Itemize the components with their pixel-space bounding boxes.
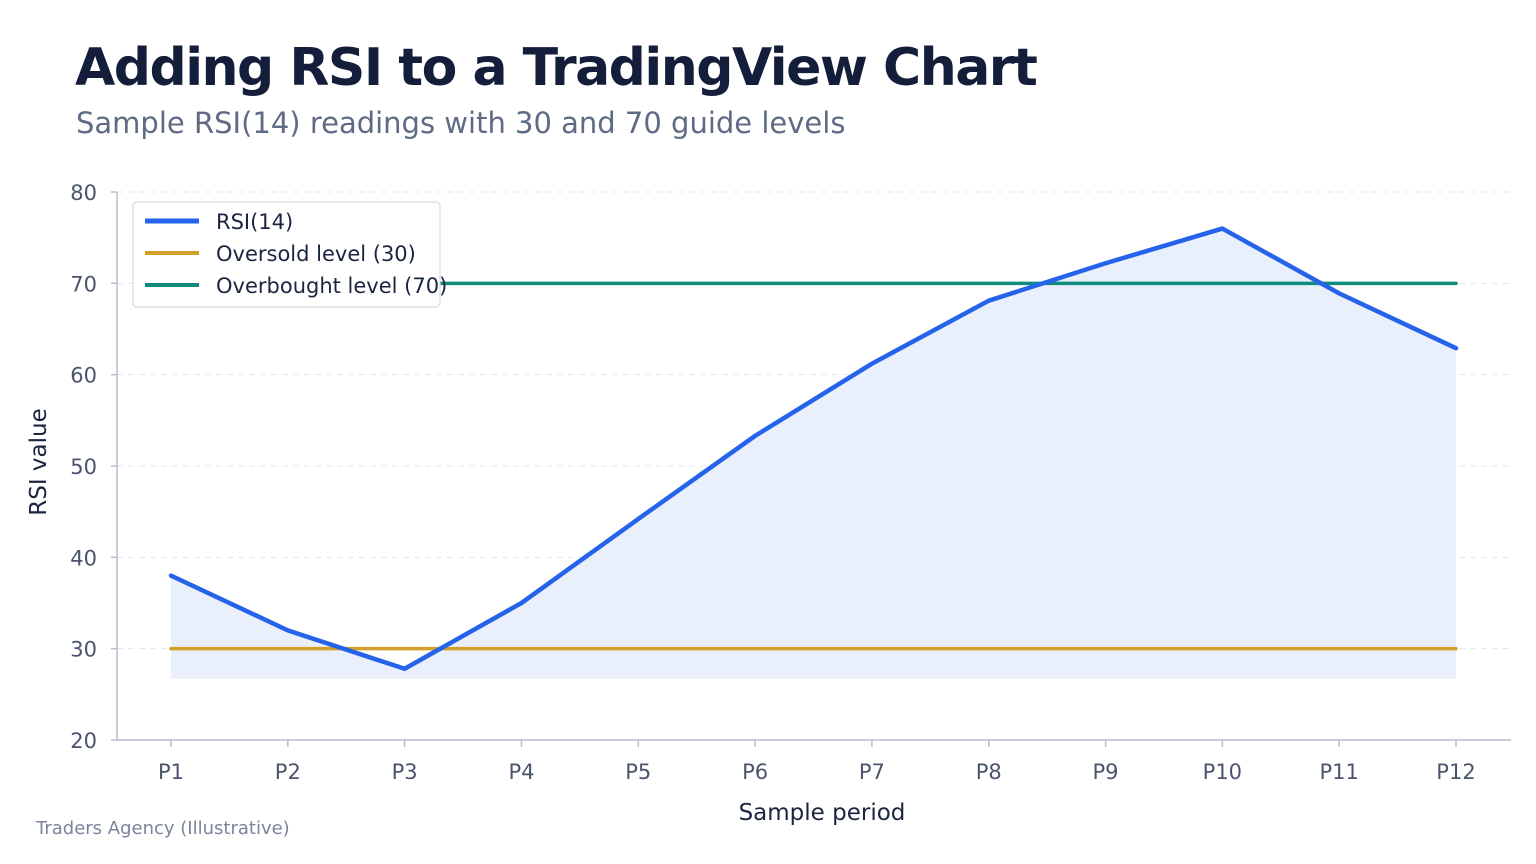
x-tick-label-P9: P9 [1093,760,1119,784]
x-tick-labels: P1 P2 P3 P4 P5 P6 P7 P8 P9 P10 P11 P12 [158,740,1476,784]
x-tick-label-P3: P3 [392,760,418,784]
y-tick-label-20: 20 [70,729,97,753]
x-tick-label-P10: P10 [1203,760,1242,784]
x-tick-label-P2: P2 [275,760,301,784]
x-tick-label-P12: P12 [1436,760,1475,784]
x-tick-label-P8: P8 [976,760,1002,784]
rsi-area-fill [171,228,1456,679]
series-line-rsi [168,226,1459,672]
y-tick-label-80: 80 [70,181,97,205]
y-axis-label: RSI value [26,408,52,516]
x-tick-label-P5: P5 [625,760,651,784]
chart-subtitle: Sample RSI(14) readings with 30 and 70 g… [76,106,846,140]
source-note: Traders Agency (Illustrative) [36,818,290,839]
x-tick-label-P4: P4 [508,760,534,784]
x-tick-label-P7: P7 [859,760,885,784]
x-axis-label: Sample period [739,800,906,826]
y-tick-label-50: 50 [70,455,97,479]
legend-label-overbought: Overbought level (70) [216,274,447,298]
x-tick-label-P1: P1 [158,760,184,784]
chart-title: Adding RSI to a TradingView Chart [75,38,1038,98]
y-tick-label-40: 40 [70,546,97,570]
legend: RSI(14) Oversold level (30) Overbought lev… [132,201,447,308]
legend-label-rsi: RSI(14) [216,210,293,234]
legend-label-oversold: Oversold level (30) [216,242,416,266]
legend-box [132,201,441,308]
y-tick-label-30: 30 [70,638,97,662]
y-tick-label-70: 70 [70,272,97,296]
y-tick-label-60: 60 [70,364,97,388]
y-tick-labels: 20 30 40 50 60 70 80 [70,181,117,753]
x-tick-label-P11: P11 [1319,760,1358,784]
x-tick-label-P6: P6 [742,760,768,784]
